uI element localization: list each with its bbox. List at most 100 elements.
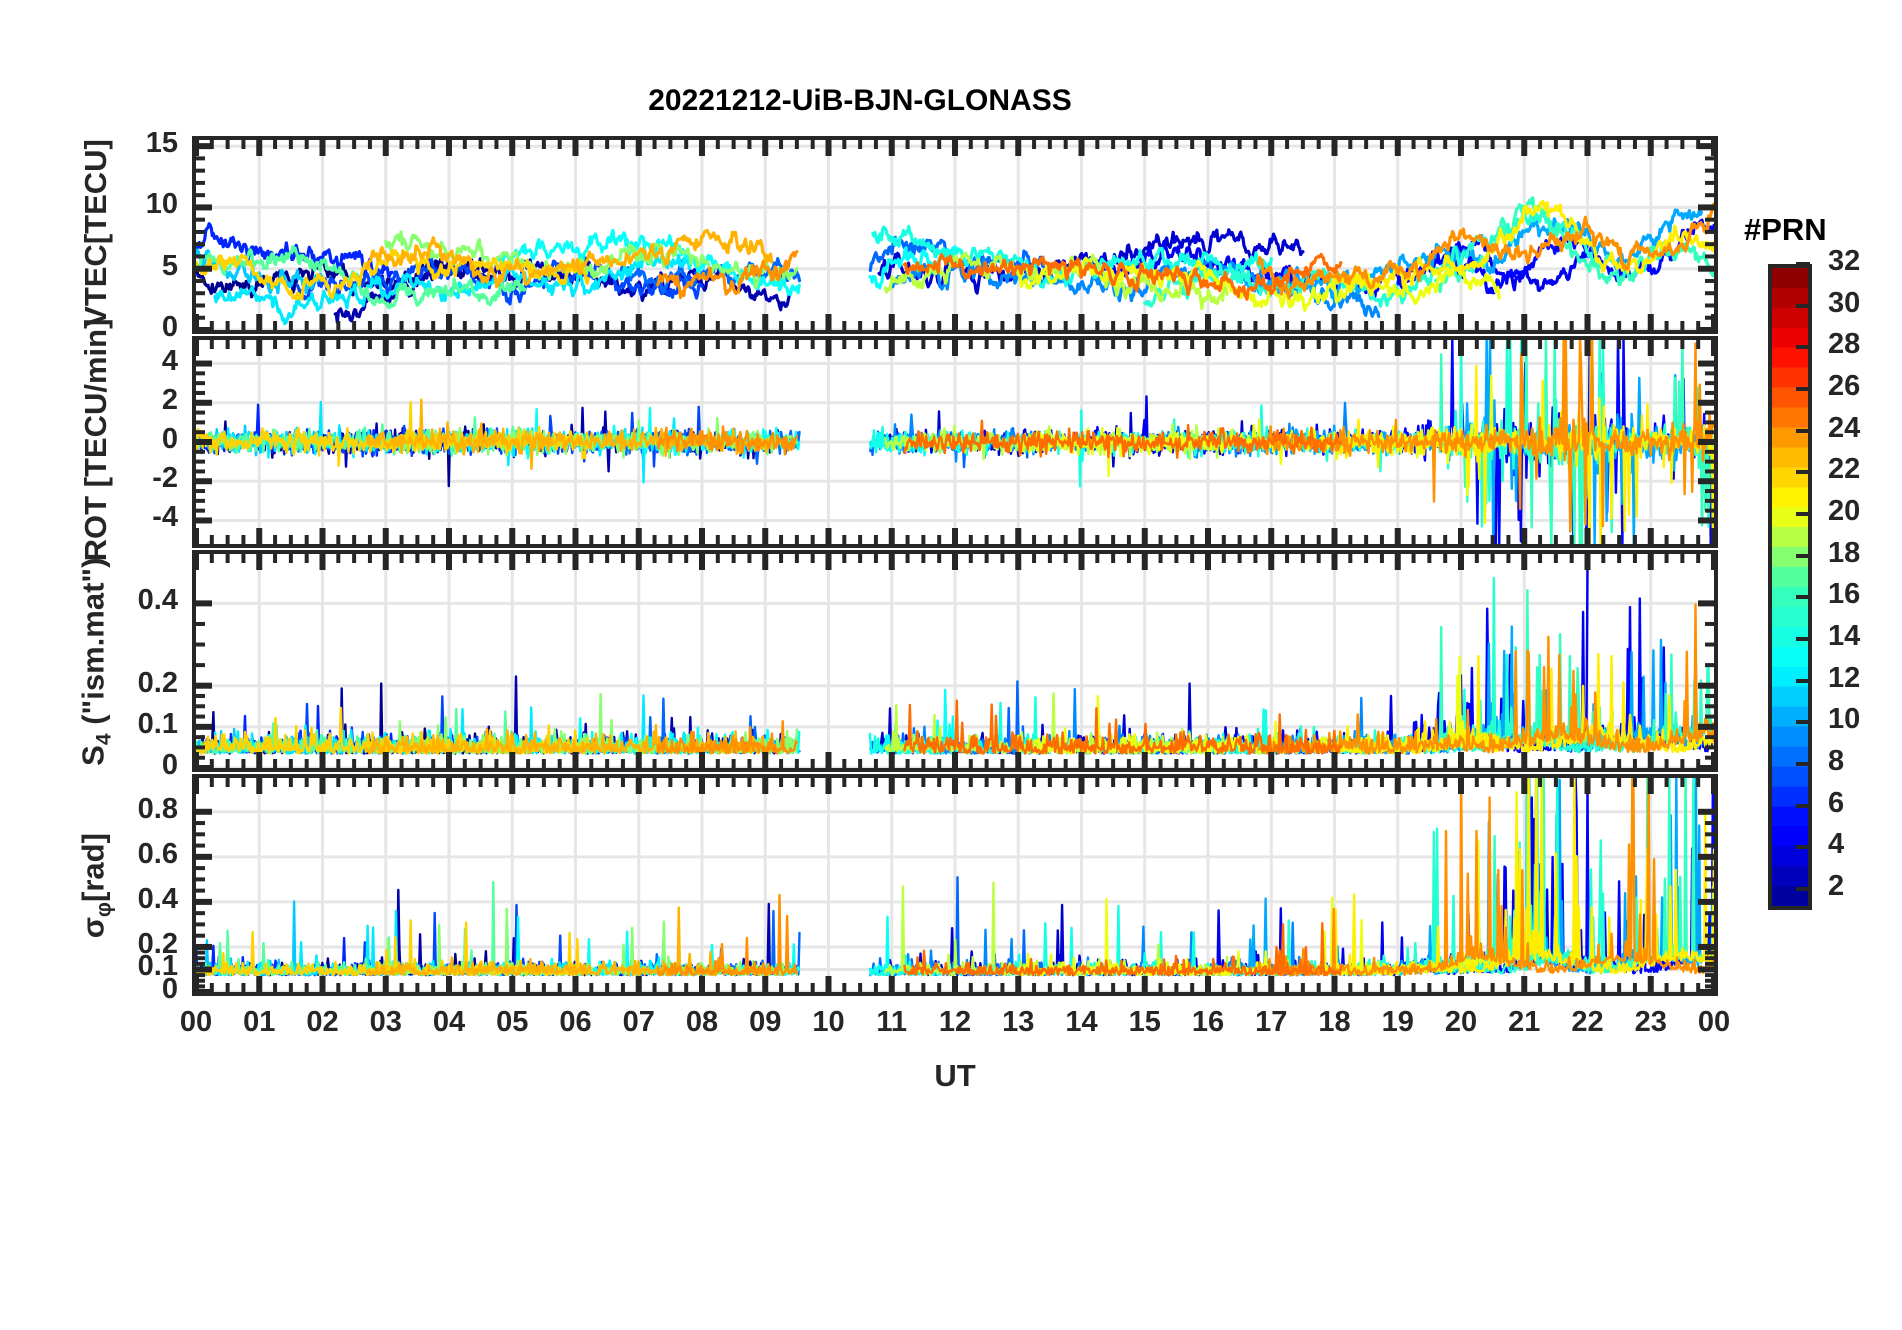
x-tick-label-14: 14 (1065, 1006, 1098, 1038)
tick-marks (196, 340, 1714, 544)
plot-area-sigmaphi (196, 778, 1714, 992)
y-tick-label-s4-2: 0.2 (137, 666, 178, 699)
y-tick-label-rot-1: -2 (152, 462, 178, 495)
x-tick-label-10: 10 (812, 1006, 845, 1038)
colorbar-tick-label-18: 18 (1828, 536, 1861, 569)
data-traces (196, 778, 1714, 977)
plot-area-s4 (196, 554, 1714, 768)
trace-prn-24 (1257, 778, 1714, 977)
tick-marks (196, 554, 1714, 768)
plot-panel-s4 (192, 550, 1718, 772)
x-tick-label-21: 21 (1508, 1006, 1541, 1038)
y-tick-label-sigmaphi-3: 0.4 (137, 882, 178, 915)
colorbar-tickmark-20 (1796, 512, 1810, 517)
colorbar-tickmark-22 (1796, 470, 1810, 475)
data-traces (196, 196, 1714, 326)
x-tick-label-13: 13 (1002, 1006, 1035, 1038)
trace-prn-15 (1143, 209, 1615, 308)
plot-panel-sigmaphi (192, 774, 1718, 996)
y-tick-label-sigmaphi-0: 0 (161, 973, 178, 1005)
trace-prn-24 (656, 893, 799, 977)
tick-marks (196, 140, 1714, 330)
trace-prn-25 (903, 922, 1342, 977)
plot-area-vtec (196, 140, 1714, 330)
colorbar-tick-label-12: 12 (1828, 661, 1861, 694)
x-tick-label-23: 23 (1634, 1006, 1667, 1038)
x-tick-label-3: 03 (369, 1006, 402, 1038)
colorbar-tickmark-26 (1796, 387, 1810, 392)
data-traces (196, 340, 1714, 544)
plot-area-rot (196, 340, 1714, 544)
x-tick-label-24: 00 (1697, 1006, 1731, 1038)
trace-prn-8 (618, 876, 1045, 977)
x-tick-label-4: 04 (432, 1006, 466, 1038)
colorbar-tick-label-26: 26 (1828, 370, 1861, 403)
colorbar-tickmark-4 (1796, 845, 1810, 850)
trace-prn-24 (656, 250, 799, 300)
y-tick-label-vtec-1: 5 (161, 249, 178, 282)
x-tick-label-12: 12 (938, 1006, 972, 1038)
x-tick-label-18: 18 (1318, 1006, 1351, 1038)
colorbar-tick-label-28: 28 (1828, 328, 1861, 361)
y-tick-label-rot-2: 0 (161, 423, 178, 455)
colorbar-tick-label-6: 6 (1828, 786, 1845, 819)
y-tick-label-vtec-3: 15 (145, 127, 178, 160)
x-tick-label-17: 17 (1255, 1006, 1288, 1038)
colorbar-tick-label-30: 30 (1828, 286, 1861, 319)
colorbar-tick-label-14: 14 (1828, 620, 1861, 653)
trace-prn-22 (196, 249, 590, 301)
plot-panel-vtec (192, 136, 1718, 334)
plot-panel-rot (192, 336, 1718, 548)
y-tick-label-sigmaphi-1: 0.1 (137, 950, 178, 983)
x-tick-label-19: 19 (1381, 1006, 1414, 1038)
colorbar-tickmark-24 (1796, 428, 1810, 433)
tick-marks (196, 778, 1714, 992)
colorbar-tickmark-32 (1796, 262, 1810, 266)
y-tick-label-vtec-0: 0 (161, 311, 178, 343)
colorbar-tick-label-8: 8 (1828, 745, 1845, 778)
y-tick-label-s4-0: 0 (161, 749, 178, 781)
y-tick-label-sigmaphi-2: 0.2 (137, 927, 178, 960)
colorbar-tickmark-28 (1796, 345, 1810, 350)
y-tick-label-rot-0: -4 (152, 501, 178, 534)
colorbar-tick-label-4: 4 (1828, 828, 1845, 861)
trace-prn-16 (1434, 196, 1714, 294)
colorbar-tickmark-8 (1796, 762, 1810, 767)
x-tick-label-0: 00 (179, 1006, 213, 1038)
x-tick-label-6: 06 (559, 1006, 592, 1038)
y-tick-label-s4-1: 0.1 (137, 707, 178, 740)
y-tick-label-sigmaphi-5: 0.8 (137, 792, 178, 825)
trace-prn-10 (1244, 208, 1703, 303)
colorbar[interactable] (1768, 264, 1812, 910)
colorbar-title: #PRN (1744, 212, 1827, 247)
x-tick-label-15: 15 (1128, 1006, 1161, 1038)
trace-prn-24 (656, 425, 799, 456)
trace-prn-24 (1257, 202, 1714, 300)
colorbar-tickmark-10 (1796, 720, 1810, 725)
trace-prn-7 (295, 256, 704, 306)
trace-prn-19 (883, 251, 1229, 311)
x-tick-label-7: 07 (622, 1006, 655, 1038)
trace-prn-14 (871, 224, 1273, 289)
figure-title: 20221212-UiB-BJN-GLONASS (648, 84, 1072, 117)
x-tick-label-11: 11 (876, 1006, 908, 1038)
y-axis-label-sigmaphi: σφ[rad] (75, 833, 116, 939)
x-tick-label-9: 09 (749, 1006, 782, 1038)
colorbar-tickmark-2 (1796, 887, 1810, 892)
colorbar-tick-label-32: 32 (1828, 245, 1861, 277)
colorbar-tick-label-16: 16 (1828, 578, 1861, 611)
colorbar-tickmark-16 (1796, 595, 1810, 600)
x-tick-label-8: 08 (685, 1006, 719, 1038)
colorbar-tickmark-6 (1796, 803, 1810, 808)
x-tick-label-22: 22 (1571, 1006, 1604, 1038)
trace-prn-25 (903, 419, 1342, 459)
y-tick-label-s4-3: 0.4 (137, 584, 178, 617)
colorbar-tickmark-30 (1796, 303, 1810, 308)
y-tick-label-sigmaphi-4: 0.6 (137, 837, 178, 870)
trace-prn-23 (365, 724, 773, 755)
trace-prn-24 (656, 720, 799, 755)
trace-prn-17 (196, 245, 527, 310)
colorbar-tick-label-2: 2 (1828, 870, 1845, 903)
colorbar-tick-label-24: 24 (1828, 411, 1861, 444)
